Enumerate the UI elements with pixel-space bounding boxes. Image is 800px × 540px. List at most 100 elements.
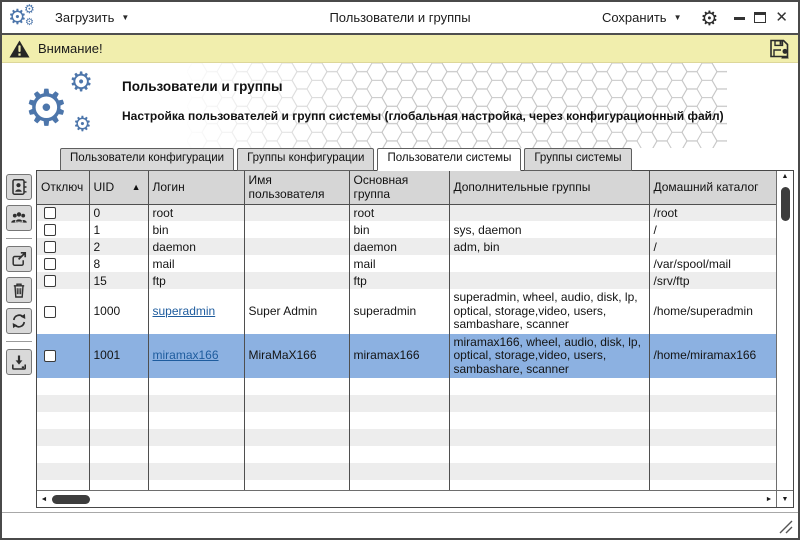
empty-cell [649, 463, 776, 480]
table-row[interactable]: 1000 superadmin Super Admin superadmin super… [37, 289, 776, 334]
cell-uid: 2 [89, 238, 149, 256]
empty-cell [349, 463, 450, 481]
refresh-button[interactable] [6, 308, 32, 334]
cell-login: ftp [148, 272, 245, 290]
empty-cell [89, 446, 149, 464]
cell-primary-group: root [349, 204, 450, 222]
empty-cell [37, 446, 90, 464]
disable-checkbox[interactable] [44, 257, 56, 270]
save-floppy-user-icon [770, 39, 789, 59]
tab-system-users[interactable]: Пользователи системы [377, 148, 522, 171]
export-button[interactable] [6, 246, 32, 272]
disable-checkbox[interactable] [44, 350, 56, 363]
cell-disabled [37, 289, 90, 334]
tab-system-groups[interactable]: Группы системы [524, 148, 632, 171]
table-row[interactable]: 0 root root/root [37, 204, 776, 222]
add-user-button[interactable] [6, 174, 32, 200]
column-header-uid[interactable]: UID ▲ [89, 171, 149, 205]
settings-gear-icon[interactable]: ⚙ [700, 5, 719, 30]
scroll-left-icon[interactable]: ◄ [40, 495, 48, 503]
scroll-down-icon[interactable]: ▼ [776, 490, 793, 507]
empty-cell [244, 463, 350, 481]
cell-extra-groups [449, 272, 650, 290]
disable-checkbox[interactable] [44, 223, 56, 236]
tab-bar: Пользователи конфигурации Группы конфигу… [60, 148, 798, 171]
left-toolbar [2, 170, 36, 508]
cell-home-dir: /var/spool/mail [653, 256, 731, 271]
cell-extra-groups [449, 255, 650, 273]
column-header-disabled[interactable]: Отключ [37, 171, 90, 205]
empty-cell [349, 395, 450, 413]
maximize-button[interactable] [754, 12, 767, 23]
minimize-button[interactable] [734, 17, 746, 20]
column-header-extra-groups[interactable]: Дополнительные группы [449, 171, 650, 205]
scroll-up-icon[interactable]: ▲ [781, 173, 789, 180]
scroll-right-icon[interactable]: ► [765, 495, 773, 503]
empty-cell [89, 395, 149, 413]
close-button[interactable]: ✕ [775, 9, 788, 26]
users-table-panel: Отключ UID ▲ Логин Имя пользователя Осно… [36, 170, 794, 508]
column-header-home[interactable]: Домашний каталог [649, 171, 776, 205]
cell-uid: 1000 [89, 289, 149, 334]
delete-button[interactable] [6, 277, 32, 303]
toolbar-separator [6, 341, 32, 342]
table-row[interactable]: 1 bin bin sys, daemon / [37, 221, 776, 239]
module-gears-icon: ⚙ ⚙ ⚙ [24, 67, 94, 137]
horizontal-scrollbar[interactable]: ◄ ► [37, 490, 776, 507]
column-header-primary-group[interactable]: Основная группа [349, 171, 450, 205]
load-menu-button[interactable]: Загрузить ▼ [50, 7, 134, 28]
empty-cell [37, 463, 90, 481]
cell-primary-group: daemon [349, 238, 450, 256]
empty-cell [649, 395, 776, 412]
empty-cell [89, 463, 149, 481]
cell-user-name: Super Admin [244, 289, 350, 334]
table-row[interactable]: 2 daemon daemon adm, bin / [37, 238, 776, 256]
horizontal-scroll-thumb[interactable] [52, 494, 90, 504]
add-group-button[interactable] [6, 205, 32, 231]
add-group-icon [11, 212, 27, 223]
empty-cell [148, 429, 245, 447]
login-link[interactable]: superadmin [152, 303, 216, 318]
import-button[interactable] [6, 349, 32, 375]
save-menu-label: Сохранить [601, 10, 667, 25]
tab-config-groups[interactable]: Группы конфигурации [237, 148, 375, 171]
app-logo-gears-icon: ⚙ ⚙ ⚙ [8, 2, 35, 29]
empty-cell [649, 480, 776, 490]
cell-primary-group: ftp [349, 272, 450, 290]
empty-cell [37, 429, 90, 447]
disable-checkbox[interactable] [44, 207, 56, 220]
empty-cell [349, 480, 450, 490]
empty-table-row [37, 480, 776, 490]
cell-uid: 8 [89, 255, 149, 273]
cell-user-name [244, 204, 350, 222]
disable-checkbox[interactable] [44, 274, 56, 287]
table-row[interactable]: 1001 miramax166 MiraMaX166 miramax166 mirama… [37, 333, 776, 379]
cell-login: mail [148, 255, 245, 273]
vertical-scroll-thumb[interactable] [780, 187, 790, 221]
save-menu-button[interactable]: Сохранить ▼ [597, 7, 687, 28]
empty-cell [649, 378, 776, 395]
login-link[interactable]: miramax166 [152, 348, 219, 363]
disable-checkbox[interactable] [44, 305, 56, 318]
tab-config-users[interactable]: Пользователи конфигурации [60, 148, 235, 171]
disable-checkbox[interactable] [44, 240, 56, 253]
vertical-scrollbar[interactable]: ▲ [776, 171, 793, 490]
column-header-login[interactable]: Логин [148, 171, 245, 205]
cell-disabled [37, 272, 90, 290]
save-users-file-button[interactable] [768, 38, 791, 59]
column-header-name[interactable]: Имя пользователя [244, 171, 350, 205]
empty-table-row [37, 378, 776, 396]
cell-primary-group: superadmin [349, 289, 450, 334]
user-table-body: 0 root root/root 1 bin bin sys, daemon/2 daemon… [37, 204, 776, 490]
export-icon [12, 251, 27, 267]
empty-table-row [37, 429, 776, 447]
resize-grip-icon[interactable] [777, 520, 793, 534]
cell-uid: 15 [89, 272, 149, 290]
empty-cell [148, 446, 245, 464]
cell-login: root [148, 204, 245, 222]
table-row[interactable]: 15 ftp ftp/srv/ftp [37, 272, 776, 290]
cell-primary-group: bin [349, 221, 450, 239]
empty-cell [244, 395, 350, 413]
table-row[interactable]: 8 mail mail/var/spool/mail [37, 255, 776, 273]
cell-uid: 0 [89, 204, 149, 222]
